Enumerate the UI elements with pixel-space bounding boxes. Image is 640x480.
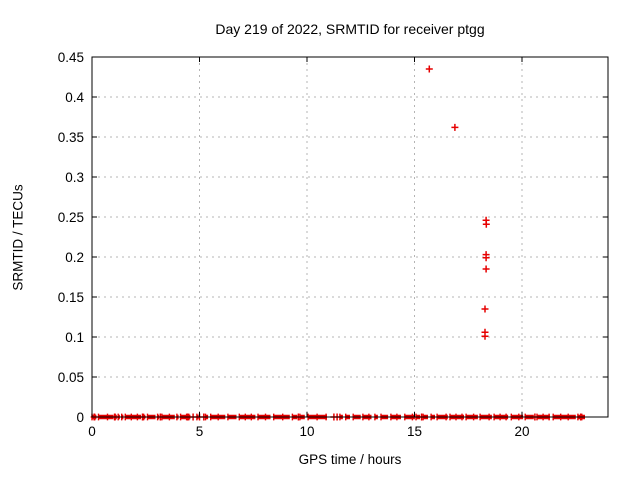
data-point-markers	[90, 65, 585, 421]
x-tick-label: 0	[88, 424, 96, 439]
y-tick-label: 0.45	[57, 49, 84, 65]
y-tick-label: 0	[76, 409, 84, 425]
y-tick-label: 0.3	[65, 169, 84, 185]
y-tick-label: 0.15	[57, 289, 84, 305]
plot-border	[91, 56, 609, 418]
y-tick-label: 0.1	[65, 329, 84, 345]
x-tick-label: 15	[406, 424, 423, 439]
axis-ticks	[91, 56, 608, 418]
y-tick-label: 0.4	[65, 89, 84, 105]
y-tick-label: 0.2	[65, 249, 84, 265]
y-tick-label: 0.05	[57, 369, 84, 385]
y-tick-label: 0.35	[57, 129, 84, 145]
x-tick-label: 20	[514, 424, 530, 439]
x-axis-label: GPS time / hours	[298, 452, 402, 467]
x-tick-label: 5	[195, 424, 204, 439]
chart-title: Day 219 of 2022, SRMTID for receiver ptg…	[215, 21, 485, 37]
y-tick-label: 0.25	[57, 209, 84, 225]
x-tick-label: 10	[299, 424, 315, 439]
